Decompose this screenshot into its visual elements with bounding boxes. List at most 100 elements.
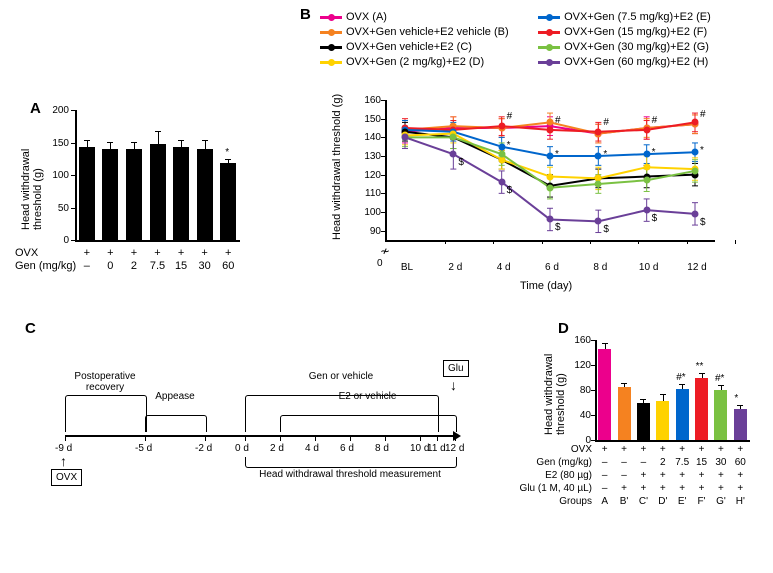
panel-b-sig: # — [555, 115, 561, 126]
series-point — [643, 177, 650, 184]
panel-a-ovx-cell: + — [128, 247, 140, 259]
panel-a-gen-cell: 15 — [171, 260, 191, 272]
panel-d-row-cell: + — [653, 444, 673, 455]
panel-d-row-cell: + — [614, 483, 634, 494]
under-bracket-label: Head withdrawal threshold measurement — [245, 469, 455, 480]
series-point — [498, 151, 505, 158]
panel-d-row-cell: + — [711, 470, 731, 481]
series-point — [450, 134, 457, 141]
panel-d-bar — [598, 349, 611, 440]
panel-d-row-cell: C' — [633, 496, 653, 507]
panel-d-row-cell: A — [595, 496, 615, 507]
series-point — [547, 153, 554, 160]
panel-b-sig: # — [507, 111, 513, 122]
panel-d-row-cell: – — [595, 470, 615, 481]
series-point — [643, 164, 650, 171]
legend-label: OVX+Gen vehicle+E2 (C) — [346, 40, 472, 55]
panel-b-sig: * — [700, 145, 704, 156]
panel-b-ytick: 120 — [357, 170, 381, 181]
legend-swatch-icon — [320, 46, 342, 49]
panel-a-ovx-cell: + — [152, 247, 164, 259]
under-bracket-icon — [245, 457, 457, 468]
panel-d-row-cell: + — [633, 483, 653, 494]
series-point — [450, 151, 457, 158]
series-point — [692, 149, 699, 156]
panel-d-bar — [734, 409, 747, 440]
bracket-label: E2 or vehicle — [280, 391, 455, 402]
panel-d-row-cell: + — [692, 483, 712, 494]
panel-d-row-cell: + — [711, 444, 731, 455]
panel-b-sig: $ — [652, 213, 658, 224]
panel-a-yaxis-title: Head withdrawalthreshold (g) — [20, 149, 44, 230]
panel-d-row-cell: + — [711, 483, 731, 494]
panel-d-row-cell: + — [633, 470, 653, 481]
legend-swatch-icon — [538, 31, 560, 34]
panel-d-row-cell: – — [595, 483, 615, 494]
panel-a-chart: Head withdrawalthreshold (g) * 050100150… — [40, 110, 240, 280]
panel-d-row-cell: + — [672, 444, 692, 455]
panel-d-row-cell: 2 — [653, 457, 673, 468]
panel-b-plot-area: ≁ 90100110120130140150160 #####*****$$$$… — [385, 100, 715, 240]
series-point — [595, 153, 602, 160]
panel-a-bar — [197, 149, 213, 240]
bracket-label: Postoperativerecovery — [65, 371, 145, 393]
panel-d-row-cell: + — [692, 470, 712, 481]
panel-d-row-cell: D' — [653, 496, 673, 507]
panel-a-bar — [102, 149, 118, 240]
panel-a-row-gen-label: Gen (mg/kg) — [15, 260, 76, 272]
timeline-tick-label: -5 d — [135, 443, 152, 454]
panel-a-ytick: 150 — [45, 138, 69, 149]
panel-a-bar — [126, 149, 142, 240]
panel-a-gen-cell: 30 — [195, 260, 215, 272]
legend-label: OVX+Gen (2 mg/kg)+E2 (D) — [346, 55, 484, 70]
legend-label: OVX+Gen (7.5 mg/kg)+E2 (E) — [564, 10, 711, 25]
panel-b-legend: OVX (A)OVX+Gen vehicle+E2 vehicle (B)OVX… — [320, 10, 750, 70]
panel-a-ovx-cell: + — [199, 247, 211, 259]
panel-b-xtick: 2 d — [441, 262, 469, 273]
panel-d-row-cell: 15 — [692, 457, 712, 468]
panel-b-xtick: 12 d — [683, 262, 711, 273]
series-point — [547, 216, 554, 223]
legend-swatch-icon — [538, 46, 560, 49]
series-point — [547, 119, 554, 126]
panel-a-ovx-cell: + — [104, 247, 116, 259]
series-point — [547, 173, 554, 180]
legend-label: OVX+Gen (15 mg/kg)+E2 (F) — [564, 25, 707, 40]
legend-label: OVX+Gen (60 mg/kg)+E2 (H) — [564, 55, 708, 70]
panel-b-xtick: 8 d — [586, 262, 614, 273]
timeline-tick-label: 6 d — [340, 443, 354, 454]
panel-a-ovx-cell: + — [222, 247, 234, 259]
panel-d-row-cell: + — [672, 470, 692, 481]
panel-a-ovx-cell: + — [175, 247, 187, 259]
panel-b-ytick: 140 — [357, 132, 381, 143]
legend-swatch-icon — [320, 61, 342, 64]
timeline-tick-label: 4 d — [305, 443, 319, 454]
panel-d-row-cell: 30 — [711, 457, 731, 468]
panel-d-row-label: Gen (mg/kg) — [492, 457, 592, 468]
panel-a-plot-area: * 050100150200 — [75, 110, 240, 240]
series-point — [595, 218, 602, 225]
panel-b-xtick: BL — [393, 262, 421, 273]
panel-d-row-label: Glu (1 M, 40 µL) — [492, 483, 592, 494]
bracket-icon — [280, 415, 457, 432]
series-point — [643, 151, 650, 158]
panel-d-bar — [656, 401, 669, 440]
panel-d-sig: * — [734, 393, 738, 404]
legend-swatch-icon — [320, 16, 342, 19]
panel-d-plot-area: 04080120160 #***#** — [595, 340, 750, 440]
bracket-label: Appease — [145, 391, 205, 402]
panel-a-gen-cell: 2 — [124, 260, 144, 272]
panel-d-bar — [676, 389, 689, 440]
panel-d-row-label: E2 (80 µg) — [492, 470, 592, 481]
panel-b-sig: * — [652, 147, 656, 158]
panel-d-row-cell: H' — [730, 496, 750, 507]
timeline-tick-label: 8 d — [375, 443, 389, 454]
panel-d-bar — [637, 403, 650, 441]
panel-d-row-cell: – — [633, 457, 653, 468]
panel-a-gen-cell: 0 — [100, 260, 120, 272]
panel-c-label: C — [25, 320, 36, 337]
panel-a-bar — [220, 163, 236, 240]
panel-d-row-cell: + — [633, 444, 653, 455]
series-point — [402, 134, 409, 141]
figure-container: A Head withdrawalthreshold (g) * 0501001… — [0, 0, 773, 573]
